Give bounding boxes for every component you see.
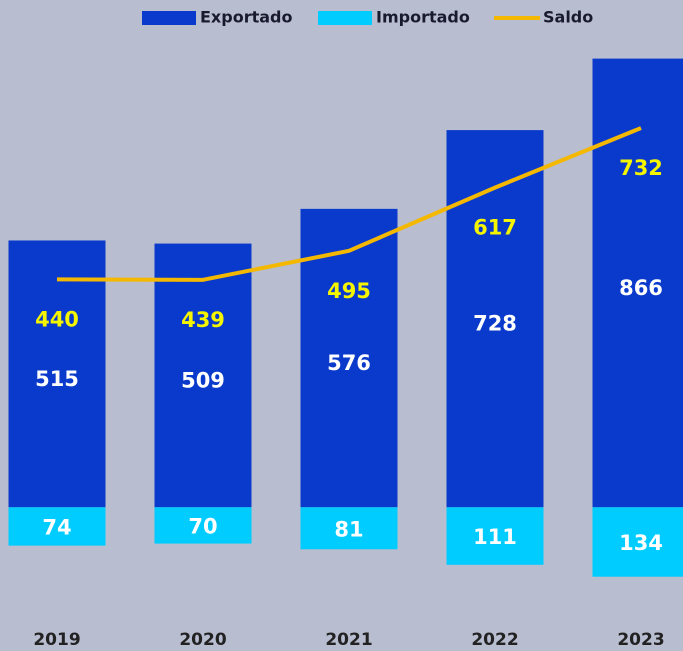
value-label: 728 bbox=[473, 312, 517, 336]
bar bbox=[8, 507, 106, 546]
value-label: 74 bbox=[42, 515, 71, 539]
x-tick-label: 2021 bbox=[325, 630, 372, 650]
bar bbox=[300, 507, 398, 550]
bar bbox=[446, 507, 544, 565]
value-label: 515 bbox=[35, 367, 79, 391]
value-label: 576 bbox=[327, 351, 371, 375]
legend-swatch bbox=[142, 11, 196, 25]
value-label: 439 bbox=[181, 308, 225, 332]
value-label: 440 bbox=[35, 307, 79, 331]
bar bbox=[446, 130, 544, 508]
x-tick-label: 2020 bbox=[179, 630, 226, 650]
value-label: 81 bbox=[334, 517, 363, 541]
value-label: 732 bbox=[619, 156, 663, 180]
x-tick-label: 2023 bbox=[617, 630, 664, 650]
value-label: 495 bbox=[327, 279, 371, 303]
bar bbox=[592, 507, 683, 577]
value-label: 866 bbox=[619, 276, 663, 300]
x-tick-label: 2019 bbox=[33, 630, 80, 650]
value-label: 111 bbox=[473, 525, 517, 549]
x-tick-label: 2022 bbox=[471, 630, 518, 650]
line bbox=[56, 126, 642, 282]
bar bbox=[592, 58, 683, 508]
bar bbox=[8, 240, 106, 508]
value-label: 509 bbox=[181, 368, 225, 392]
value-label: 70 bbox=[188, 514, 217, 538]
legend-label: Saldo bbox=[543, 8, 593, 27]
legend-swatch bbox=[318, 11, 372, 25]
value-label: 617 bbox=[473, 216, 517, 240]
bar bbox=[154, 507, 252, 544]
legend-label: Importado bbox=[376, 8, 470, 27]
value-label: 134 bbox=[619, 531, 663, 555]
bar bbox=[154, 243, 252, 508]
legend-label: Exportado bbox=[200, 8, 292, 27]
